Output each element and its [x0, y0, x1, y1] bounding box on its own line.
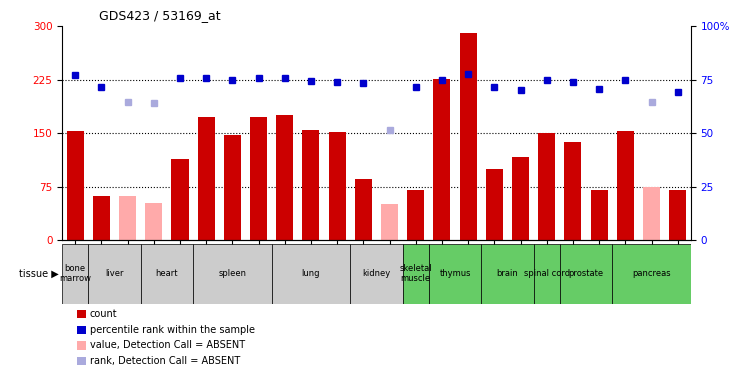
Text: rank, Detection Call = ABSENT: rank, Detection Call = ABSENT [90, 356, 240, 366]
Bar [481, 244, 534, 304]
Bar [669, 190, 686, 240]
Bar [460, 33, 477, 240]
Bar [534, 244, 560, 304]
Text: value, Detection Call = ABSENT: value, Detection Call = ABSENT [90, 340, 245, 350]
Text: percentile rank within the sample: percentile rank within the sample [90, 325, 255, 334]
Bar [560, 244, 612, 304]
Text: lung: lung [302, 269, 320, 278]
Bar [67, 131, 84, 240]
Bar [303, 130, 319, 240]
Bar [381, 204, 398, 240]
Bar [433, 79, 450, 240]
Text: brain: brain [496, 269, 518, 278]
Bar [193, 244, 272, 304]
Bar [119, 196, 136, 240]
Bar [538, 133, 556, 240]
Bar [591, 190, 607, 240]
Bar [197, 117, 215, 240]
Bar [88, 244, 140, 304]
Bar [172, 159, 189, 240]
Bar [250, 117, 267, 240]
Bar [403, 244, 429, 304]
Text: GDS423 / 53169_at: GDS423 / 53169_at [99, 9, 220, 22]
Text: spleen: spleen [219, 269, 246, 278]
Bar [272, 244, 350, 304]
Bar [429, 244, 481, 304]
Text: heart: heart [156, 269, 178, 278]
Bar [62, 244, 88, 304]
Bar [512, 158, 529, 240]
Bar [617, 131, 634, 240]
Bar [643, 187, 660, 240]
Bar [140, 244, 193, 304]
Text: kidney: kidney [363, 269, 390, 278]
Text: liver: liver [105, 269, 124, 278]
Text: tissue ▶: tissue ▶ [19, 269, 58, 279]
Text: count: count [90, 309, 118, 319]
Bar [486, 169, 503, 240]
Text: skeletal
muscle: skeletal muscle [399, 264, 432, 283]
Bar [224, 135, 241, 240]
Text: thymus: thymus [439, 269, 471, 278]
Bar [145, 203, 162, 240]
Bar [564, 142, 581, 240]
Bar [612, 244, 691, 304]
Text: pancreas: pancreas [632, 269, 671, 278]
Bar [329, 132, 346, 240]
Bar [407, 190, 424, 240]
Bar [276, 116, 293, 240]
Text: spinal cord: spinal cord [523, 269, 569, 278]
Bar [350, 244, 403, 304]
Text: bone
marrow: bone marrow [59, 264, 91, 283]
Bar [355, 180, 372, 240]
Bar [93, 196, 110, 240]
Text: prostate: prostate [569, 269, 604, 278]
